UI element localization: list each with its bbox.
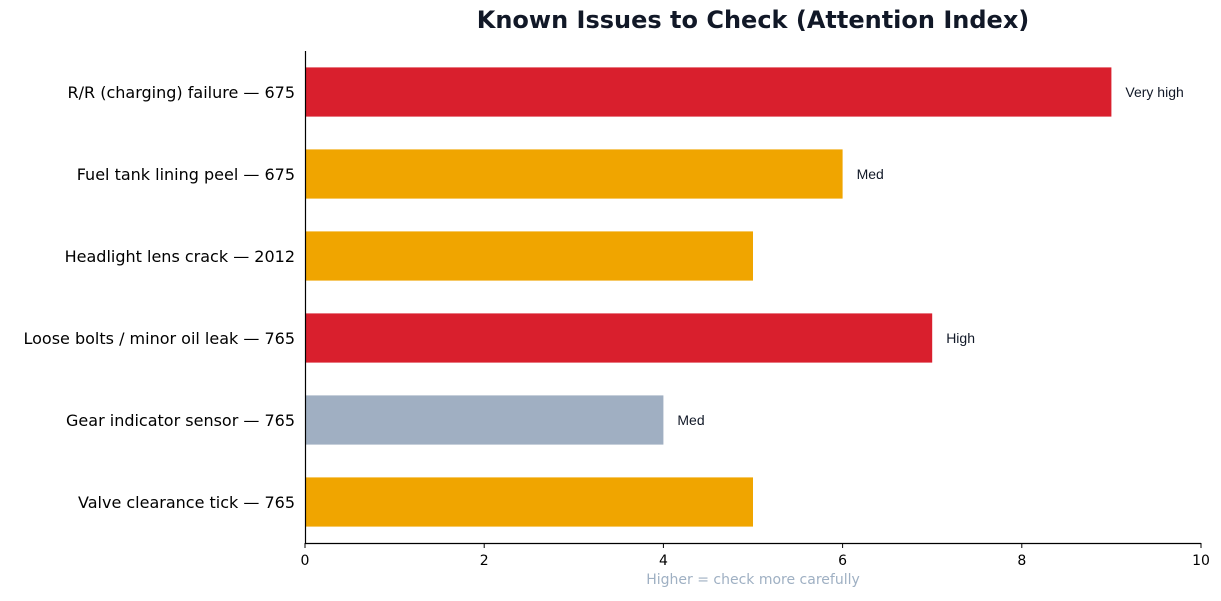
- bar: [305, 395, 664, 445]
- category-labels: R/R (charging) failure — 675 Fuel tank li…: [24, 83, 296, 512]
- category-label: Headlight lens crack — 2012: [65, 247, 295, 266]
- data-label: High: [946, 330, 975, 346]
- category-label: Valve clearance tick — 765: [78, 493, 295, 512]
- x-tick-label: 4: [659, 553, 668, 569]
- data-label: Med: [857, 166, 884, 182]
- bar: [305, 477, 753, 527]
- x-tick-label: 6: [838, 553, 847, 569]
- data-labels: Very high Med High Med: [677, 84, 1183, 428]
- x-axis-label: Higher = check more carefully: [646, 572, 860, 588]
- category-label: Fuel tank lining peel — 675: [77, 165, 295, 184]
- x-tick-label: 0: [301, 553, 310, 569]
- bars-layer: [305, 67, 1112, 527]
- bar: [305, 67, 1112, 117]
- category-label: Loose bolts / minor oil leak — 765: [24, 329, 296, 348]
- category-label: Gear indicator sensor — 765: [66, 411, 295, 430]
- bar: [305, 149, 843, 199]
- x-axis-ticks: 0 2 4 6 8 10: [301, 543, 1210, 569]
- chart-title: Known Issues to Check (Attention Index): [476, 6, 1030, 34]
- x-tick-label: 2: [480, 553, 489, 569]
- x-tick-label: 8: [1017, 553, 1026, 569]
- data-label: Med: [677, 412, 704, 428]
- bar: [305, 231, 753, 281]
- bar: [305, 313, 933, 363]
- x-tick-label: 10: [1192, 553, 1210, 569]
- data-label: Very high: [1125, 84, 1183, 100]
- category-label: R/R (charging) failure — 675: [68, 83, 295, 102]
